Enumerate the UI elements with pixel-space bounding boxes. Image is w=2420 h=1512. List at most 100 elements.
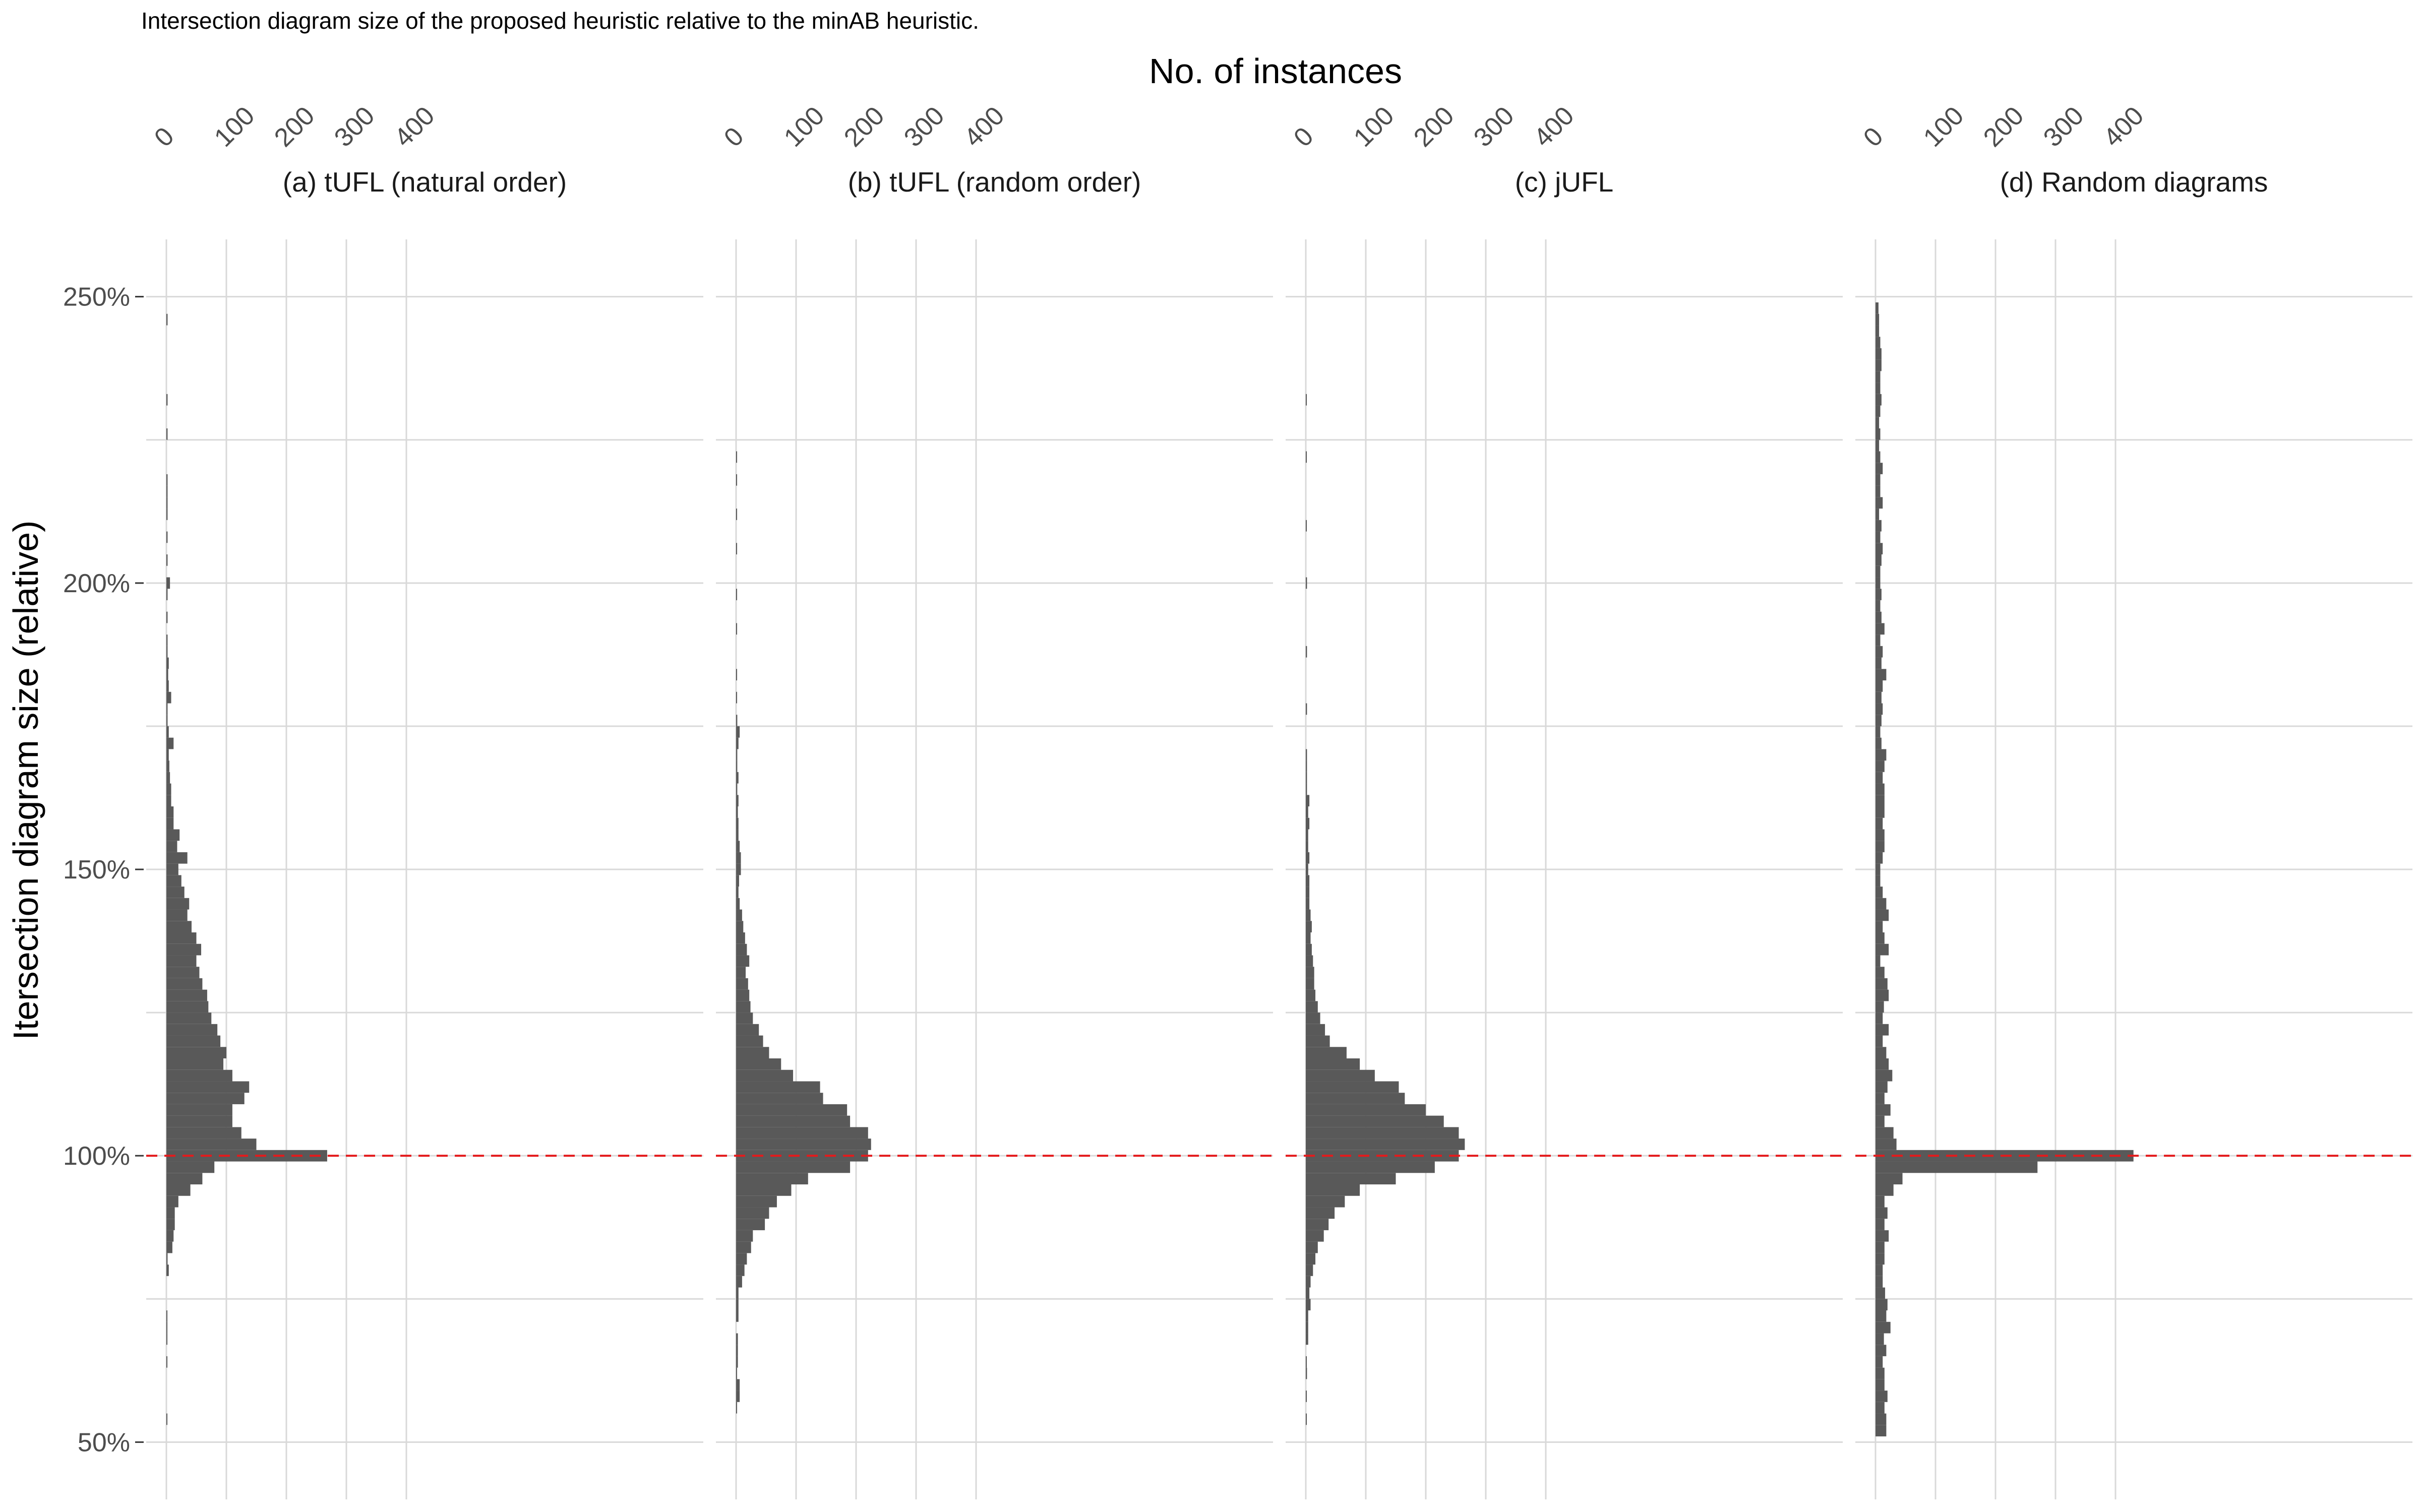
histogram-bar [736, 955, 750, 967]
histogram-bar [166, 863, 178, 875]
histogram-bar [166, 554, 168, 566]
histogram-bar [1306, 1013, 1320, 1024]
histogram-bar [1876, 829, 1885, 841]
histogram-bar [736, 543, 737, 554]
histogram-bar [736, 921, 744, 932]
histogram-bar [1876, 439, 1880, 452]
histogram-bar [736, 1345, 738, 1356]
histogram-bar [166, 943, 202, 956]
histogram-bar [166, 1265, 169, 1276]
histogram-bar [166, 611, 168, 623]
histogram-bar [736, 1001, 751, 1013]
histogram-bar [736, 1081, 820, 1093]
histogram-bar [1306, 1115, 1444, 1127]
histogram-bar [166, 921, 192, 932]
histogram-bar [1876, 611, 1882, 623]
histogram-bar [1306, 1161, 1435, 1173]
histogram-bar [166, 1321, 167, 1334]
histogram-bar [166, 715, 168, 726]
chart-panels: 0 100 200 300 400(a) tUFL (natural order)0 10… [146, 101, 2412, 1499]
histogram-bar [1306, 909, 1311, 921]
histogram-bar [166, 978, 203, 990]
histogram-bar [1876, 795, 1885, 806]
histogram-bar [1306, 783, 1307, 795]
histogram-bar [1876, 691, 1882, 704]
histogram-bar [166, 1184, 191, 1196]
histogram-bar [1876, 1069, 1893, 1082]
histogram-bar [736, 509, 737, 520]
histogram-bar [1876, 1184, 1894, 1196]
histogram-bar [166, 817, 174, 830]
histogram-bar [736, 887, 739, 898]
histogram-bar [1876, 1253, 1885, 1265]
histogram-bar [1876, 646, 1883, 658]
histogram-bar [166, 531, 168, 543]
histogram-bar [1306, 967, 1314, 978]
histogram-bar [1306, 1093, 1405, 1104]
histogram-bar [1876, 565, 1881, 578]
histogram-bar [166, 1310, 167, 1322]
panel-title: (c) jUFL [1515, 166, 1614, 198]
histogram-bar [1306, 989, 1316, 1001]
histogram-bar [1876, 1391, 1888, 1402]
y-tick-label: 200% [63, 569, 130, 598]
histogram-bar [736, 1356, 738, 1368]
histogram-bar [1876, 1265, 1883, 1276]
x-tick-label: 100 [209, 101, 260, 152]
histogram-bar [1306, 1139, 1465, 1150]
histogram-bar [1876, 1115, 1885, 1127]
histogram-bar [166, 761, 169, 772]
histogram-bar [1876, 325, 1880, 337]
histogram-bar [166, 1207, 175, 1219]
histogram-bar [1876, 543, 1883, 554]
histogram-bar [1876, 1047, 1887, 1058]
histogram-bar [1876, 635, 1881, 646]
histogram-bar [1306, 1195, 1345, 1208]
x-tick-label: 200 [838, 101, 890, 152]
histogram-bar [736, 691, 737, 704]
histogram-bar [166, 474, 168, 486]
histogram-bar [1876, 302, 1879, 314]
histogram-bar [1876, 737, 1882, 749]
y-tick-label: 250% [63, 283, 130, 312]
x-tick-label: 400 [958, 101, 1010, 152]
histogram-bar [166, 635, 168, 646]
histogram-bar [736, 909, 742, 921]
x-tick-label: 400 [1528, 101, 1580, 152]
histogram-bar [736, 898, 740, 910]
histogram-bar [166, 841, 177, 852]
histogram-bar [1876, 1058, 1889, 1070]
histogram-bar [1876, 887, 1883, 898]
histogram-bar [1876, 1299, 1888, 1310]
histogram-bar [1876, 932, 1885, 944]
histogram-bar [1306, 863, 1308, 875]
histogram-bar [1876, 1310, 1887, 1322]
histogram-bar [1876, 967, 1885, 978]
histogram-bar [166, 1081, 250, 1093]
histogram-bar [166, 394, 168, 406]
histogram-bar [166, 428, 168, 440]
histogram-bar [1876, 531, 1881, 543]
histogram-bar [166, 1115, 232, 1127]
histogram-bar [166, 1356, 167, 1368]
x-tick-label: 400 [389, 101, 440, 152]
histogram-bar [166, 313, 168, 326]
x-tick-label: 300 [2038, 101, 2089, 152]
histogram-bar [1876, 1093, 1885, 1104]
histogram-bar [736, 451, 737, 463]
histogram-bar [1306, 978, 1314, 990]
histogram-bar [166, 1241, 172, 1253]
histogram-bar [1306, 1287, 1310, 1299]
histogram-bar [1876, 463, 1883, 474]
x-tick-label: 400 [2098, 101, 2149, 152]
histogram-bar [1876, 600, 1881, 612]
histogram-bar [1306, 1230, 1324, 1242]
histogram-bar [1306, 1104, 1426, 1116]
histogram-bar [736, 943, 747, 956]
histogram-bar [1306, 817, 1310, 830]
x-tick-label: 300 [329, 101, 380, 152]
x-tick-label: 0 [1858, 121, 1889, 152]
histogram-bar [736, 1195, 777, 1208]
histogram-bar [166, 1333, 167, 1345]
histogram-bar [1306, 520, 1307, 532]
